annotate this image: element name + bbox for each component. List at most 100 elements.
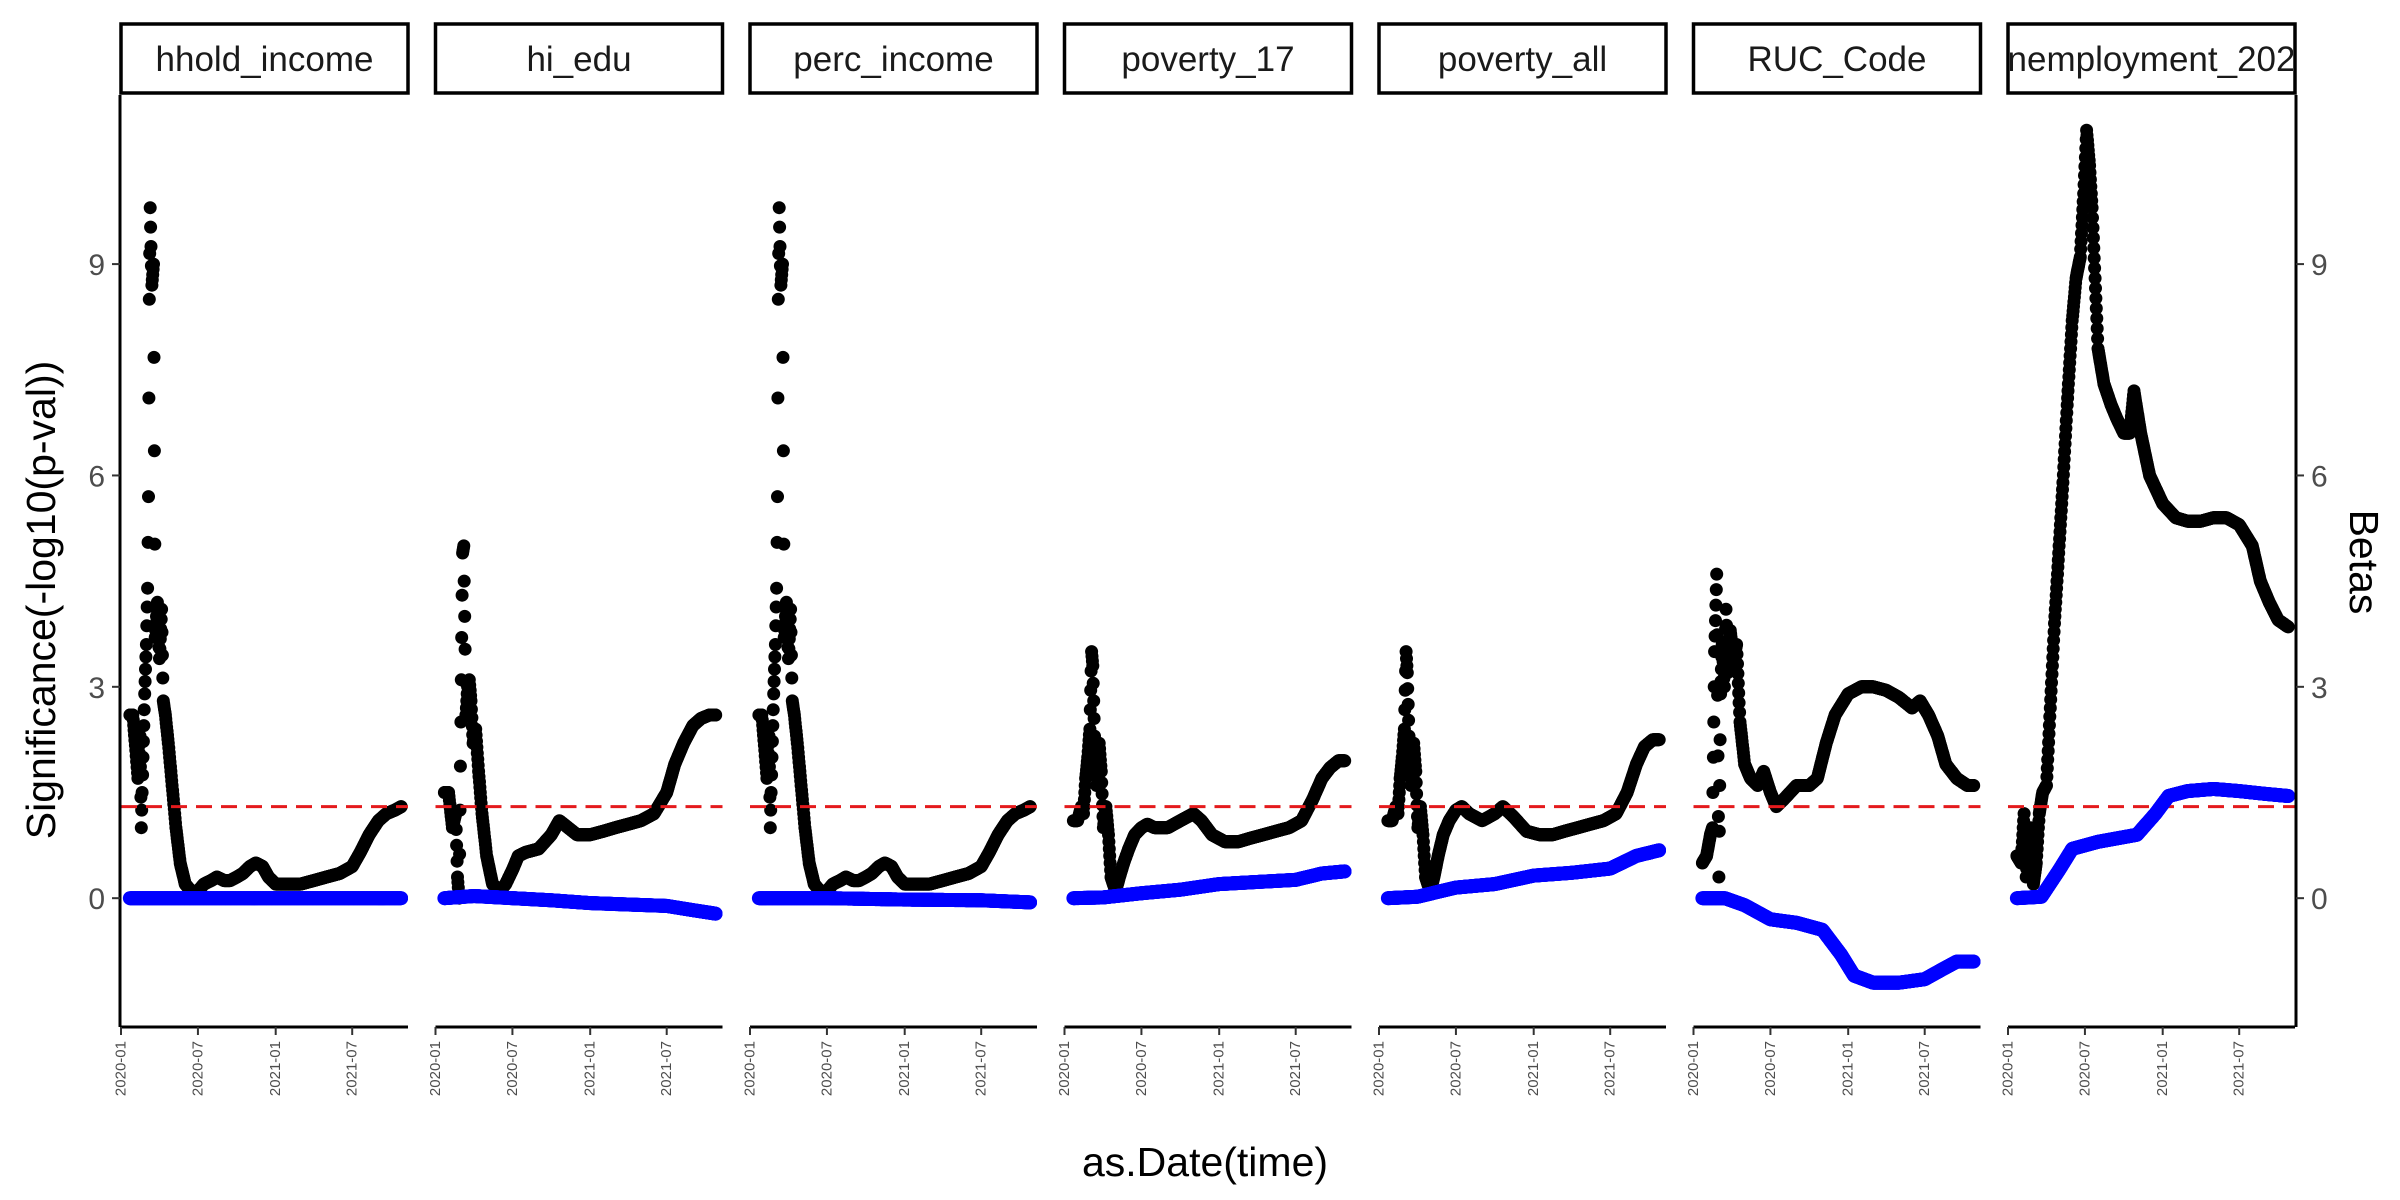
significance-point [142,490,155,504]
significance-point [154,612,168,626]
significance-point [455,588,469,602]
significance-point [155,602,169,616]
significance-point [156,671,170,685]
x-tick-label: 2021-01 [267,1041,284,1096]
significance-point [137,703,151,717]
significance-point [457,539,471,553]
facet-strip-label: hi_edu [526,40,631,79]
significance-point [143,201,157,215]
significance-point [764,803,778,817]
x-tick-label: 2020-01 [113,1041,130,1096]
x-tick-label: 2020-01 [427,1041,444,1096]
significance-point [1338,754,1352,768]
significance-point [457,574,471,588]
significance-point [767,687,781,701]
significance-point [449,823,463,836]
significance-point [136,768,150,782]
significance-point [144,220,158,234]
significance-point [769,600,783,614]
significance-point [144,240,158,253]
significance-point [765,734,779,748]
significance-point [765,750,779,764]
significance-point [137,719,151,733]
significance-point [147,257,160,271]
x-tick-label: 2021-01 [896,1041,913,1096]
significance-point [139,662,152,676]
significance-point [136,750,150,764]
significance-point [776,444,790,458]
significance-point [1095,787,1109,801]
significance-point [455,631,469,644]
significance-point [771,391,785,405]
significance-point [136,734,150,748]
significance-point [768,662,781,676]
significance-point [135,803,149,817]
significance-point [1087,694,1101,708]
significance-point [1086,659,1100,673]
x-tick-label: 2020-07 [504,1041,521,1096]
significance-point [767,675,781,688]
facet-strip [1062,22,1354,95]
significance-point [135,786,149,799]
facet-panels: hhold_income 2020-01 2020-07 2021-01 2021-07… [113,22,2297,1096]
significance-point [764,786,778,799]
significance-point [773,220,787,234]
significance-point [142,391,156,405]
significance-point [776,257,789,271]
significance-point [1086,676,1100,690]
significance-point [458,609,472,623]
significance-point [709,708,723,722]
facet-strip [748,22,1039,95]
significance-point [770,581,784,595]
facet-strip-label: hhold_income [156,40,374,79]
beta-point [1023,895,1037,910]
significance-point [763,821,777,835]
significance-point [773,240,787,253]
significance-point [134,821,148,835]
x-tick-label: 2020-07 [818,1041,835,1096]
significance-point [1094,764,1108,778]
significance-point [141,581,155,595]
significance-point [148,537,162,551]
x-tick-label: 2021-07 [973,1041,990,1096]
significance-point [155,625,169,639]
significance-point [1095,776,1109,790]
significance-point [768,638,782,651]
significance-point [771,292,785,306]
x-tick-label: 2021-01 [582,1041,599,1096]
significance-point [784,625,798,639]
significance-point [147,350,161,364]
significance-point [771,490,784,504]
significance-point [772,201,786,215]
significance-point [784,602,798,616]
beta-point [708,906,723,921]
significance-point [784,648,798,662]
x-tick-label: 2021-07 [344,1041,361,1096]
significance-point [785,671,799,685]
significance-point [453,759,467,773]
significance-point [766,703,780,717]
significance-point [765,768,779,782]
significance-point [766,719,780,733]
facet-strip-label: poverty_17 [1121,40,1294,79]
significance-point [139,638,153,651]
significance-point [138,675,152,688]
significance-point [140,600,154,614]
significance-point [155,648,169,662]
significance-point [776,350,790,364]
facet-strip [119,22,410,95]
significance-point [1087,712,1101,725]
significance-point [458,642,472,656]
significance-point [777,537,791,551]
x-tick-label: 2020-01 [742,1041,759,1096]
significance-point [147,444,161,458]
significance-point [783,612,797,626]
significance-point [138,687,152,701]
significance-point [139,650,153,664]
significance-point [142,292,156,306]
